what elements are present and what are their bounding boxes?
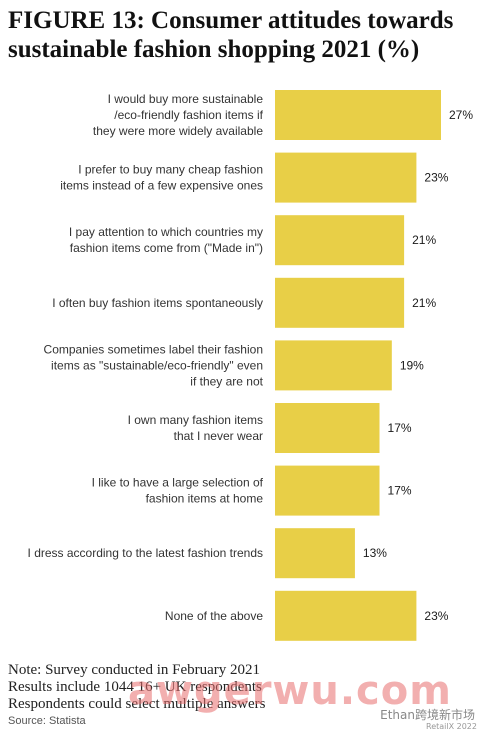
category-label-7: I like to have a large selection of fashi…	[92, 476, 264, 506]
category-label-line: they were more widely available	[93, 124, 263, 138]
bar-value-label-6: 17%	[388, 421, 412, 435]
bar-7	[275, 465, 380, 516]
chart-notes: Note: Survey conducted in February 2021 …	[8, 662, 338, 713]
chart-title-line-2: sustainable fashion shopping 2021 (%)	[8, 36, 420, 63]
category-label-line: items as "sustainable/eco-friendly" even	[51, 358, 263, 372]
category-label-line: if they are not	[190, 374, 263, 388]
category-label-4: I often buy fashion items spontaneously	[52, 296, 263, 310]
category-label-3: I pay attention to which countries my fas…	[69, 225, 263, 255]
source-label: Source: Statista	[8, 715, 86, 727]
watermark-text: awgerwu.com	[128, 668, 452, 714]
category-label-9: None of the above	[165, 609, 263, 623]
bar-5	[275, 340, 392, 391]
bar-value-label-9: 23%	[424, 609, 448, 623]
category-label-line: that I never wear	[174, 429, 263, 443]
note-line-1: Note: Survey conducted in February 2021	[8, 662, 261, 678]
category-label-line: I like to have a large selection of	[92, 476, 264, 490]
category-label-5: Companies sometimes label their fashion i…	[44, 342, 264, 388]
chart-title: FIGURE 13: Consumer attitudes towards su…	[8, 6, 478, 64]
category-label-1: I would buy more sustainable/eco-friendl…	[93, 92, 264, 138]
category-label-line: items instead of a few expensive ones	[60, 179, 263, 193]
bar-value-label-3: 21%	[412, 233, 436, 247]
bar-value-label-2: 23%	[424, 171, 448, 185]
bar-value-label-1: 27%	[449, 108, 473, 122]
bar-4	[275, 277, 405, 328]
category-label-8: I dress according to the latest fashion …	[28, 546, 263, 560]
bar-6	[275, 403, 380, 453]
category-label-line: fashion items come from ("Made in")	[70, 241, 263, 255]
category-label-line: I pay attention to which countries my	[69, 225, 263, 239]
category-label-line: Companies sometimes label their fashion	[44, 342, 263, 356]
bar-9	[275, 590, 417, 641]
bar-value-label-4: 21%	[412, 296, 436, 310]
category-label-line: I often buy fashion items spontaneously	[52, 296, 263, 310]
bar-3	[275, 215, 405, 266]
category-label-6: I own many fashion items that I never wea…	[128, 413, 263, 443]
category-label-line: I dress according to the latest fashion …	[28, 546, 263, 560]
category-label-2: I prefer to buy many cheap fashion items …	[60, 163, 263, 193]
category-label-line: I would buy more sustainable	[108, 92, 264, 106]
category-label-line: None of the above	[165, 609, 263, 623]
watermark-side-text: Ethan跨境新市场	[380, 708, 475, 722]
bar-8	[275, 528, 355, 579]
category-label-line: fashion items at home	[146, 492, 264, 506]
bar-value-label-7: 17%	[388, 484, 412, 498]
category-label-line: I prefer to buy many cheap fashion	[78, 163, 263, 177]
note-line-2: Results include 1044 16+ UK respondents	[8, 679, 262, 695]
category-label-line: /eco-friendly fashion items if	[114, 108, 263, 122]
bar-value-label-5: 19%	[400, 358, 424, 372]
note-line-3: Respondents could select multiple answer…	[8, 696, 266, 712]
category-label-line: I own many fashion items	[128, 413, 263, 427]
bar-2	[275, 152, 417, 203]
bar-1	[275, 90, 441, 140]
bar-value-label-8: 13%	[363, 546, 387, 560]
chart-title-line-1: FIGURE 13: Consumer attitudes towards	[8, 7, 454, 34]
brand-label: RetailX 2022	[426, 722, 477, 731]
